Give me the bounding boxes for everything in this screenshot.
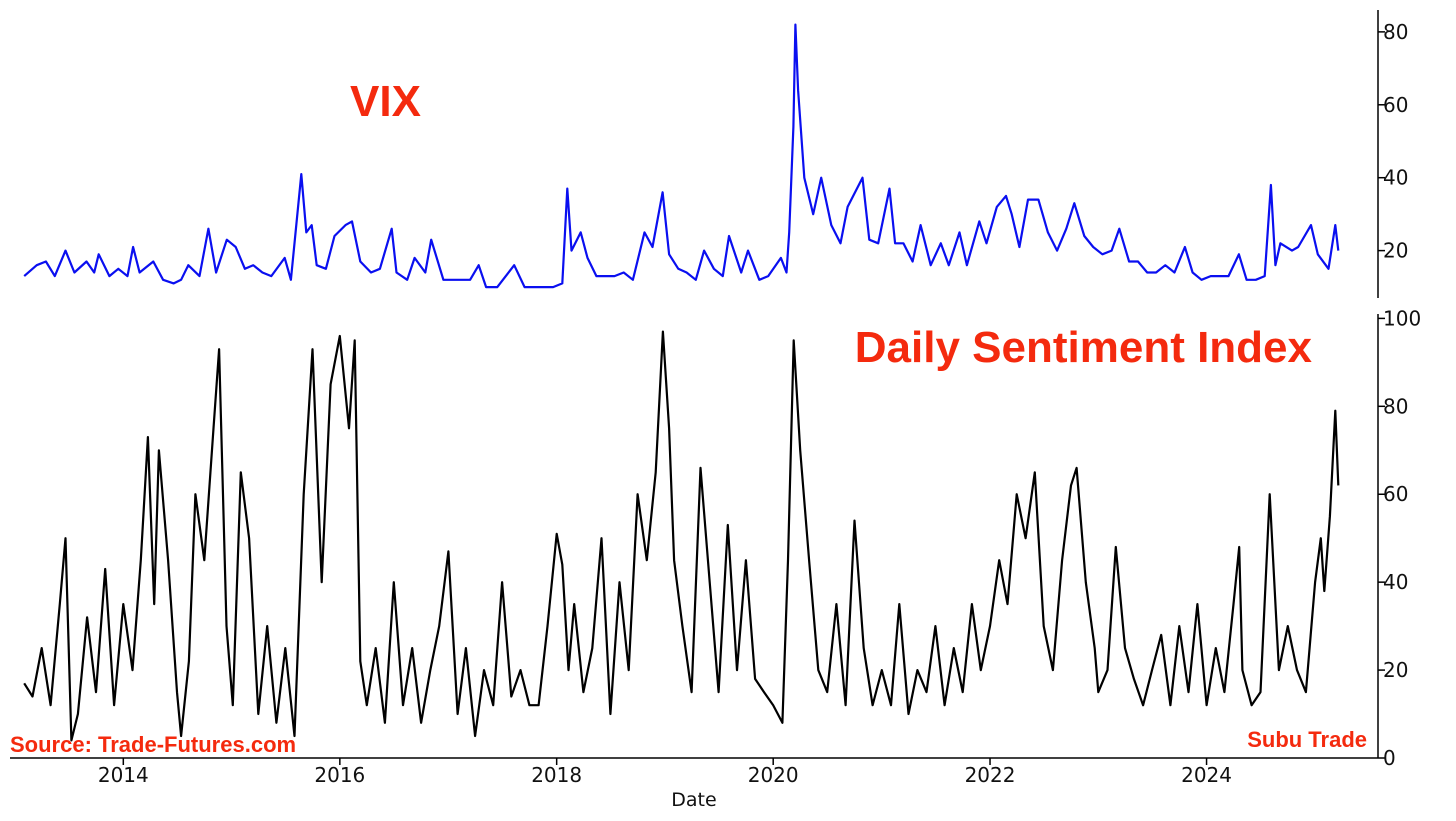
- x-ticks: 2014 2016 2018 2020 2022 2024: [98, 758, 1232, 787]
- dsi-y-tick-label: 20: [1383, 658, 1408, 682]
- dsi-y-tick-label: 40: [1383, 570, 1408, 594]
- vix-y-ticks: 20 40 60 80: [1378, 20, 1408, 263]
- x-tick-label: 2016: [314, 763, 365, 787]
- vix-y-tick-label: 80: [1383, 20, 1408, 44]
- x-axis-title: Date: [671, 789, 716, 811]
- credit-note: Subu Trade: [1247, 727, 1367, 752]
- vix-panel: VIX 20 40 60 80: [23, 10, 1408, 298]
- dsi-series-line: [23, 330, 1340, 742]
- dsi-y-tick-label: 0: [1383, 746, 1396, 770]
- dsi-y-tick-label: 80: [1383, 394, 1408, 418]
- source-note: Source: Trade-Futures.com: [10, 732, 296, 757]
- dsi-y-tick-label: 60: [1383, 482, 1408, 506]
- vix-series-line: [23, 23, 1340, 289]
- x-tick-label: 2018: [531, 763, 582, 787]
- vix-title: VIX: [350, 77, 421, 126]
- dsi-title: Daily Sentiment Index: [855, 323, 1313, 372]
- vix-y-tick-label: 40: [1383, 166, 1408, 190]
- x-tick-label: 2022: [965, 763, 1016, 787]
- dsi-y-tick-label: 100: [1383, 306, 1421, 330]
- x-tick-label: 2014: [98, 763, 149, 787]
- vix-y-tick-label: 60: [1383, 93, 1408, 117]
- vix-y-tick-label: 20: [1383, 239, 1408, 263]
- dsi-y-ticks: 0 20 40 60 80 100: [1378, 306, 1421, 770]
- x-tick-label: 2024: [1181, 763, 1232, 787]
- x-tick-label: 2020: [748, 763, 799, 787]
